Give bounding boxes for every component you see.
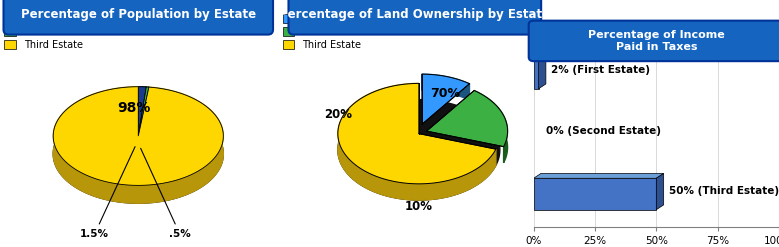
Text: 20%: 20%: [324, 108, 352, 122]
Bar: [534, 178, 656, 210]
Polygon shape: [422, 74, 470, 100]
Polygon shape: [53, 104, 224, 203]
Legend: First Estate, Second Estate, Third Estate: First Estate, Second Estate, Third Estat…: [279, 10, 375, 53]
Polygon shape: [53, 87, 224, 203]
Polygon shape: [656, 173, 664, 210]
Text: 0% (Second Estate): 0% (Second Estate): [546, 125, 661, 136]
Polygon shape: [338, 100, 500, 200]
Bar: [534, 57, 538, 89]
Text: 50% (Third Estate): 50% (Third Estate): [668, 186, 779, 196]
Polygon shape: [534, 53, 546, 57]
Text: 2% (First Estate): 2% (First Estate): [551, 65, 650, 75]
FancyBboxPatch shape: [288, 0, 541, 35]
Text: Percentage of Land Ownership by Estate: Percentage of Land Ownership by Estate: [279, 8, 551, 21]
Polygon shape: [538, 53, 546, 89]
Polygon shape: [138, 87, 146, 105]
Text: 98%: 98%: [118, 101, 151, 115]
Text: Percentage of Income
Paid in Taxes: Percentage of Income Paid in Taxes: [588, 30, 724, 52]
Polygon shape: [338, 83, 496, 200]
Polygon shape: [422, 74, 470, 124]
FancyBboxPatch shape: [4, 0, 273, 35]
Polygon shape: [427, 90, 508, 147]
Legend: First Estate, Second Estate, Third Estate: First Estate, Second Estate, Third Estat…: [1, 10, 97, 53]
Polygon shape: [474, 90, 508, 163]
Text: .5%: .5%: [141, 148, 191, 239]
FancyBboxPatch shape: [529, 21, 779, 61]
Text: 10%: 10%: [405, 200, 433, 213]
Polygon shape: [138, 87, 146, 136]
Text: Percentage of Population by Estate: Percentage of Population by Estate: [21, 8, 256, 21]
Text: 70%: 70%: [431, 87, 460, 100]
Polygon shape: [53, 87, 224, 185]
Polygon shape: [138, 87, 149, 136]
Text: 1.5%: 1.5%: [80, 147, 135, 239]
Polygon shape: [338, 83, 496, 184]
Polygon shape: [534, 173, 664, 178]
Polygon shape: [146, 87, 149, 105]
